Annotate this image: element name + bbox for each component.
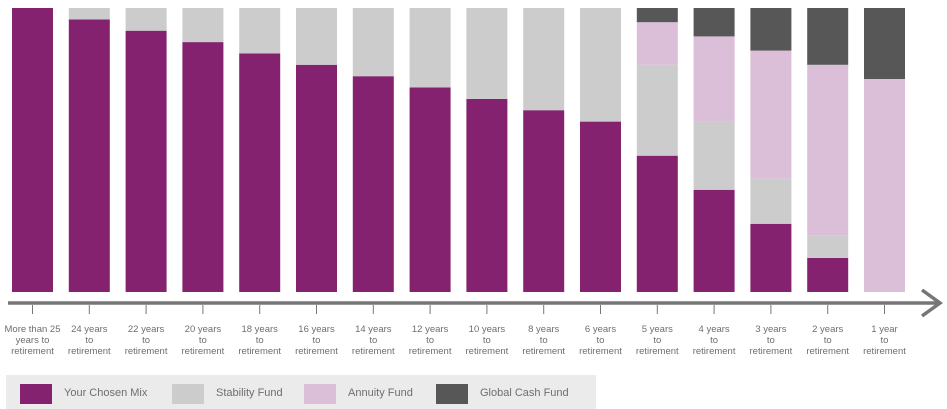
legend-swatch-stability-fund bbox=[172, 384, 204, 404]
bar-stability-fund-9 bbox=[523, 8, 565, 111]
bar-your-chosen-mix-4 bbox=[239, 53, 281, 293]
x-tick-label-7: 12 years to retirement bbox=[409, 324, 452, 357]
bar-stability-fund-12 bbox=[693, 121, 735, 190]
bar-global-cash-fund-12 bbox=[693, 8, 735, 37]
bar-stability-fund-6 bbox=[352, 8, 394, 77]
x-axis-arrowhead bbox=[920, 288, 943, 318]
bar-annuity-fund-12 bbox=[693, 36, 735, 122]
bar-your-chosen-mix-3 bbox=[182, 42, 224, 292]
bar-your-chosen-mix-10 bbox=[580, 121, 621, 292]
bar-stability-fund-1 bbox=[68, 8, 110, 20]
bar-stability-fund-4 bbox=[239, 8, 281, 54]
x-tick-label-14: 2 years to retirement bbox=[806, 324, 849, 357]
bar-stability-fund-7 bbox=[409, 8, 451, 88]
legend-label-stability-fund: Stability Fund bbox=[216, 387, 283, 399]
x-axis bbox=[8, 288, 943, 318]
x-tick-label-12: 4 years to retirement bbox=[693, 324, 736, 357]
x-tick-label-2: 22 years to retirement bbox=[125, 324, 168, 357]
x-tick-label-13: 3 years to retirement bbox=[750, 324, 793, 357]
x-tick-label-3: 20 years to retirement bbox=[182, 324, 225, 357]
x-tick-label-10: 6 years to retirement bbox=[579, 324, 622, 357]
bar-annuity-fund-11 bbox=[636, 22, 678, 65]
bar-your-chosen-mix-2 bbox=[125, 30, 167, 292]
legend-label-annuity-fund: Annuity Fund bbox=[348, 387, 413, 399]
x-tick-label-8: 10 years to retirement bbox=[466, 324, 509, 357]
bar-global-cash-fund-13 bbox=[750, 8, 792, 51]
bar-global-cash-fund-15 bbox=[864, 8, 905, 79]
x-tick-label-5: 16 years to retirement bbox=[295, 324, 338, 357]
bar-your-chosen-mix-6 bbox=[352, 76, 394, 292]
bar-annuity-fund-13 bbox=[750, 50, 792, 179]
bar-stability-fund-11 bbox=[636, 64, 678, 156]
x-ticks-group bbox=[32, 305, 885, 314]
x-tick-label-11: 5 years to retirement bbox=[636, 324, 679, 357]
bar-stability-fund-5 bbox=[296, 8, 337, 65]
bar-stability-fund-8 bbox=[466, 8, 508, 99]
bar-annuity-fund-15 bbox=[864, 79, 905, 292]
x-tick-label-1: 24 years to retirement bbox=[68, 324, 111, 357]
legend-label-chosen-mix: Your Chosen Mix bbox=[64, 387, 148, 399]
legend: Your Chosen Mix Stability Fund Annuity F… bbox=[6, 375, 596, 409]
bar-global-cash-fund-11 bbox=[636, 8, 678, 23]
bar-your-chosen-mix-5 bbox=[296, 64, 337, 292]
bar-stability-fund-2 bbox=[125, 8, 167, 31]
bar-your-chosen-mix-13 bbox=[750, 223, 792, 292]
legend-swatch-global-cash-fund bbox=[436, 384, 468, 404]
bar-stability-fund-3 bbox=[182, 8, 224, 43]
bar-your-chosen-mix-9 bbox=[523, 110, 565, 292]
x-tick-label-6: 14 years to retirement bbox=[352, 324, 395, 357]
bar-your-chosen-mix-8 bbox=[466, 98, 508, 293]
bar-your-chosen-mix-1 bbox=[68, 19, 110, 293]
x-tick-label-9: 8 years to retirement bbox=[522, 324, 565, 357]
bar-your-chosen-mix-11 bbox=[636, 155, 678, 292]
bar-annuity-fund-14 bbox=[807, 64, 849, 236]
bar-your-chosen-mix-7 bbox=[409, 87, 451, 292]
bars-group bbox=[12, 8, 905, 293]
legend-swatch-annuity-fund bbox=[304, 384, 336, 404]
bar-your-chosen-mix-0 bbox=[12, 8, 53, 292]
x-tick-label-4: 18 years to retirement bbox=[238, 324, 281, 357]
x-tick-label-15: 1 year to retirement bbox=[863, 324, 906, 357]
x-tick-label-0: More than 25 years to retirement bbox=[5, 324, 61, 357]
legend-label-global-cash-fund: Global Cash Fund bbox=[480, 387, 569, 399]
bar-global-cash-fund-14 bbox=[807, 8, 849, 65]
bar-your-chosen-mix-12 bbox=[693, 189, 735, 292]
legend-swatch-chosen-mix bbox=[20, 384, 52, 404]
bar-stability-fund-10 bbox=[580, 8, 621, 122]
bar-stability-fund-14 bbox=[807, 235, 849, 258]
bar-your-chosen-mix-14 bbox=[807, 257, 849, 292]
bar-stability-fund-13 bbox=[750, 178, 792, 224]
